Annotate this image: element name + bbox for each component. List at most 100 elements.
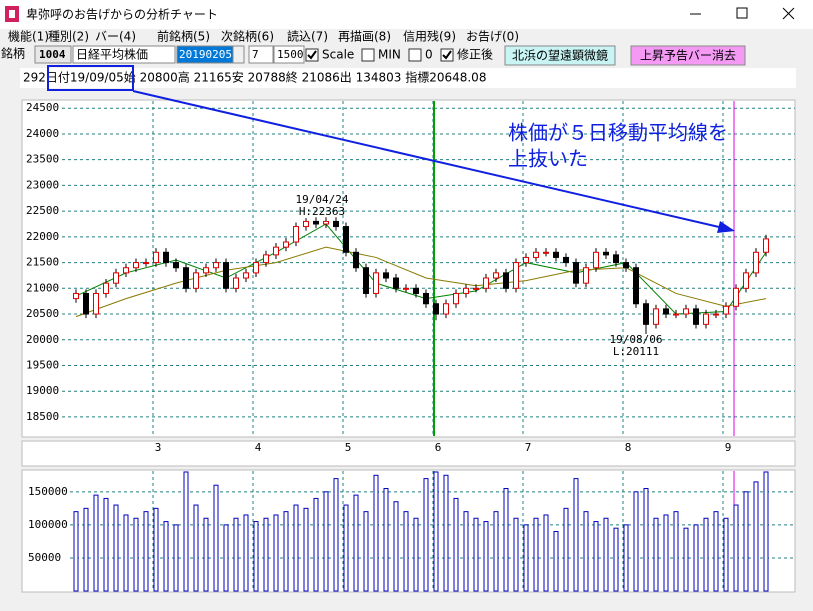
candle-body [663, 308, 669, 315]
candle-body [503, 272, 509, 289]
period-text: 7 [252, 48, 259, 61]
candle-body [83, 292, 89, 315]
menu-item[interactable]: 信用残(9) [403, 30, 456, 44]
menu-item[interactable]: 読込(7) [287, 29, 328, 44]
volume-bar [173, 524, 179, 592]
candle-body [443, 303, 449, 315]
checkbox[interactable] [361, 48, 375, 62]
count-input[interactable] [273, 45, 305, 64]
menu-item[interactable]: 機能(1) [8, 29, 49, 44]
volume-bar [563, 507, 569, 592]
candle-body [683, 308, 689, 315]
volume-bar [613, 527, 619, 592]
candle-body [243, 272, 249, 279]
code-input[interactable] [34, 45, 72, 64]
candle-body [563, 256, 569, 264]
volume-bar [623, 524, 629, 592]
menu-item[interactable]: 種別(2) [48, 30, 89, 44]
volume-bar [333, 478, 339, 592]
plot-layer: 18500 19000 19500 20000 20500 21000 21500 22000… [26, 101, 795, 592]
volume-bar [753, 481, 759, 592]
volume-bar [663, 514, 669, 592]
volume-bar [553, 530, 559, 592]
volume-bar [313, 497, 319, 592]
y-tick-label: 23500 [26, 153, 59, 166]
volume-bar [363, 511, 369, 592]
menu-item[interactable]: バー(4) [95, 30, 136, 44]
candle-body [103, 282, 109, 294]
y-tick-label: 23000 [26, 178, 59, 191]
annotation: 上抜いた [508, 147, 588, 171]
period-input[interactable] [248, 45, 274, 64]
volume-bar [343, 504, 349, 592]
volume-bar [603, 517, 609, 592]
name-text: 日経平均株価 [76, 47, 148, 62]
volume-bar [683, 527, 689, 592]
month-label: 9 [725, 441, 732, 454]
maximize-button[interactable] [736, 7, 748, 19]
volume-bar [693, 524, 699, 592]
candle-body [553, 251, 559, 258]
button-clear[interactable] [630, 45, 746, 66]
candle-body [263, 254, 269, 264]
candle-body [273, 246, 279, 256]
name-input[interactable] [72, 45, 176, 64]
volume-bar [123, 514, 129, 592]
low-label: L:20111 [613, 345, 659, 358]
y-tick-label: 20000 [26, 333, 59, 346]
high-label: H:22363 [299, 205, 345, 218]
menu-item[interactable]: 再描画(8) [338, 30, 391, 44]
date-text: 20190205 [179, 48, 232, 61]
checkbox-label: MIN [378, 48, 401, 62]
volume-bar [163, 521, 169, 592]
candle-body [223, 262, 229, 289]
candle-body [643, 303, 649, 325]
candle-body [183, 267, 189, 289]
volume-bar [383, 488, 389, 592]
title-bar [0, 0, 813, 29]
close-button[interactable] [782, 7, 795, 20]
date-spinner[interactable] [232, 45, 245, 64]
volume-bar [73, 511, 79, 592]
volume-bar [413, 517, 419, 592]
volume-bar [243, 514, 249, 592]
volume-bar [253, 521, 259, 592]
candle-body [593, 251, 599, 269]
candle-body [733, 287, 739, 307]
menu-bar: 機能(1) 種別(2) バー(4) 前銘柄(5) 次銘柄(6) 読込(7) 再描画(8) 信用… [8, 29, 519, 44]
y-tick-label: 22000 [26, 230, 59, 243]
checkbox[interactable] [408, 48, 422, 62]
volume-bar [733, 504, 739, 592]
month-label: 5 [345, 441, 352, 454]
candle-body [163, 251, 169, 264]
button-label: 上昇予告バー消去 [640, 49, 736, 63]
checkbox-label: Scale [322, 48, 354, 62]
volume-bar [93, 494, 99, 592]
volume-bar [583, 511, 589, 592]
candle-body [533, 251, 539, 258]
menu-item[interactable]: 次銘柄(6) [221, 29, 274, 44]
y-tick-label: 21500 [26, 256, 59, 269]
candle-body [433, 303, 439, 315]
volume-bar [233, 517, 239, 592]
candle-body [693, 308, 699, 325]
y-tick-label: 150000 [28, 485, 68, 498]
volume-bar [473, 517, 479, 592]
candle-body [623, 262, 629, 269]
check-mark [307, 50, 317, 60]
candle-body [383, 272, 389, 279]
candle-body [113, 272, 119, 284]
candle-body [493, 272, 499, 279]
menu-item[interactable]: お告げ(0) [466, 30, 519, 44]
volume-bar [223, 524, 229, 592]
candle-body [613, 254, 619, 264]
y-tick-label: 18500 [26, 410, 59, 423]
candle-body [483, 277, 489, 289]
menu-item[interactable]: 前銘柄(5) [157, 29, 210, 44]
candle-body [373, 272, 379, 294]
volume-bar [493, 511, 499, 592]
candle-body [523, 256, 529, 264]
volume-bar [643, 488, 649, 592]
button-telescope[interactable] [504, 45, 616, 66]
y-tick-label: 19000 [26, 384, 59, 397]
